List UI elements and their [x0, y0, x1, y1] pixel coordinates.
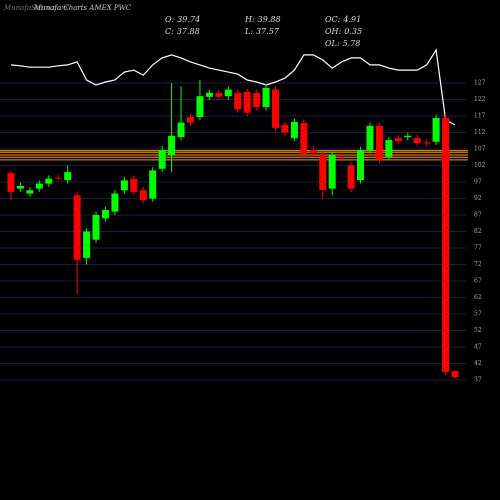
candle-body [243, 91, 251, 113]
candle-body [281, 124, 289, 133]
stat-value: 37.88 [177, 27, 200, 36]
stat: O: 39.74 [165, 15, 200, 24]
candle-body [347, 165, 355, 189]
stat-value: 39.74 [177, 15, 200, 24]
candle-body [205, 92, 213, 97]
candle-body [262, 87, 270, 108]
candle-body [300, 122, 308, 154]
candle-body [54, 177, 62, 179]
candle-body [375, 125, 383, 160]
candle-body [385, 140, 393, 157]
candle-body [451, 370, 459, 378]
candle-body [394, 138, 402, 142]
y-tick-label: 92 [474, 195, 482, 202]
candle-body [186, 116, 194, 123]
candle-body [111, 193, 119, 212]
chart-title: Munafa Charts AMEX PWC [33, 4, 132, 12]
candle-body [338, 157, 346, 159]
candle-body [158, 149, 166, 169]
stat-label: C: [165, 27, 174, 36]
candle-body [442, 117, 450, 373]
stat-label: OH: [325, 27, 342, 36]
candle-body [149, 170, 157, 199]
stat-label: OC: [325, 15, 341, 24]
stat: C: 37.88 [165, 27, 200, 36]
y-tick-label: 77 [474, 245, 482, 252]
candle-body [101, 210, 109, 219]
stat-value: 37.57 [256, 27, 280, 36]
candle-body [35, 183, 43, 189]
y-tick-label: 127 [474, 80, 486, 87]
stat: L: 37.57 [244, 27, 280, 36]
candle-body [168, 135, 176, 156]
candle-body [7, 173, 15, 192]
stat-value: 0.35 [344, 27, 362, 36]
y-tick-label: 117 [474, 113, 486, 120]
y-tick-label: 42 [474, 360, 482, 367]
stat-label: H: [244, 15, 255, 24]
candle-body [139, 190, 147, 201]
stat-value: 5.78 [343, 39, 361, 48]
candle-body [83, 231, 91, 258]
candle-body [432, 117, 440, 142]
candle-body [215, 92, 223, 97]
candle-body [130, 178, 138, 192]
stat: H: 39.88 [244, 15, 281, 24]
y-tick-label: 72 [474, 261, 482, 268]
candle-body [309, 149, 317, 153]
candle-body [423, 142, 431, 144]
candle-body [357, 149, 365, 181]
candle-body [73, 195, 81, 260]
candle-body [26, 190, 34, 194]
candle-body [290, 121, 298, 139]
candle-body [64, 172, 72, 181]
y-tick-label: 87 [474, 212, 482, 219]
stat-value: 39.88 [258, 15, 281, 24]
candle-body [234, 92, 242, 110]
candle-body [45, 178, 53, 184]
candle-body [413, 138, 421, 144]
candle-body [196, 96, 204, 117]
watermark: MunafaSutra.com [3, 4, 68, 12]
candle-body [253, 92, 261, 108]
y-tick-label: 82 [474, 228, 482, 235]
candle-body [177, 122, 185, 138]
stat: OH: 0.35 [325, 27, 362, 36]
y-tick-label: 102 [474, 162, 486, 169]
y-tick-label: 57 [474, 311, 482, 318]
stat-value: 4.91 [342, 15, 361, 24]
stat-label: OL: [325, 39, 340, 48]
y-tick-label: 52 [474, 327, 482, 334]
stat-label: O: [165, 15, 175, 24]
candle-body [120, 180, 128, 191]
y-tick-label: 107 [474, 146, 486, 153]
overlay-line [10, 48, 456, 126]
candle-body [16, 185, 24, 189]
y-tick-label: 112 [474, 129, 486, 136]
y-tick-label: 67 [474, 278, 482, 285]
candle-body [272, 89, 280, 128]
stat: OC: 4.91 [325, 15, 361, 24]
candle-body [404, 135, 412, 138]
y-tick-label: 47 [474, 344, 482, 351]
stat: OL: 5.78 [325, 39, 360, 48]
y-tick-label: 62 [474, 294, 482, 301]
candle-body [328, 154, 336, 189]
y-tick-label: 97 [474, 179, 482, 186]
candle-body [224, 89, 232, 97]
candle-body [366, 125, 374, 150]
candle-body [319, 154, 327, 190]
stat-label: L: [244, 27, 253, 36]
y-tick-label: 122 [474, 96, 486, 103]
y-tick-label: 37 [474, 377, 482, 384]
candle-body [92, 215, 100, 240]
